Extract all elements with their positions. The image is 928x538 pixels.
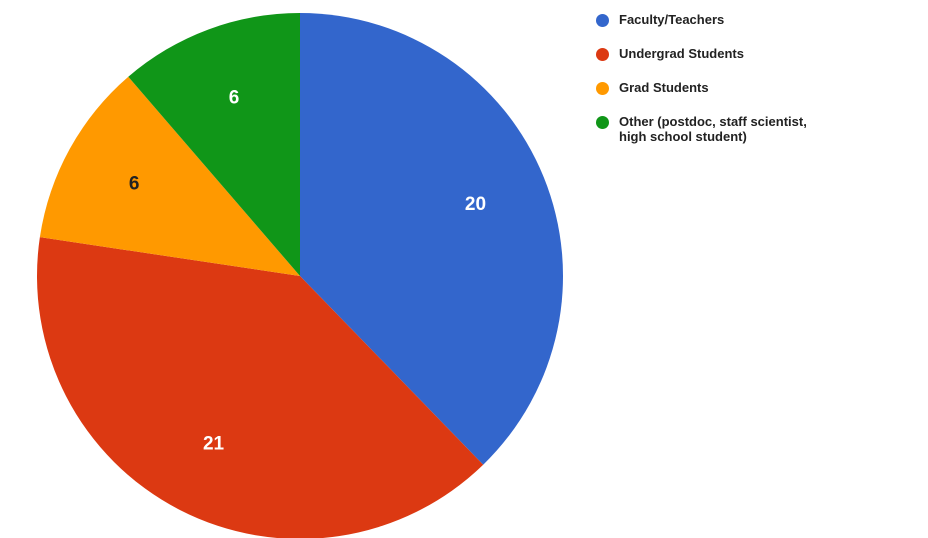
legend-swatch xyxy=(596,14,609,27)
chart-legend: Faculty/Teachers Undergrad Students Grad… xyxy=(596,12,916,163)
pie-slice-faculty-teachers xyxy=(300,13,563,465)
pie-slice-grad-students xyxy=(39,76,300,277)
legend-label: Other (postdoc, staff scientist, high sc… xyxy=(619,114,807,144)
legend-item-other: Other (postdoc, staff scientist, high sc… xyxy=(596,114,916,144)
slice-value-label-undergrad-students: 21 xyxy=(203,433,225,454)
legend-swatch xyxy=(596,48,609,61)
pie-slice-other xyxy=(128,13,300,276)
slice-value-label-faculty-teachers: 20 xyxy=(465,194,486,215)
legend-label: Undergrad Students xyxy=(619,46,744,61)
legend-item-faculty-teachers: Faculty/Teachers xyxy=(596,12,916,27)
legend-swatch xyxy=(596,116,609,129)
pie-slice-labels: 20 21 6 6 xyxy=(129,88,486,455)
legend-swatch xyxy=(596,82,609,95)
slice-value-label-other: 6 xyxy=(229,88,240,109)
slice-value-label-grad-students: 6 xyxy=(129,174,140,195)
legend-label: Faculty/Teachers xyxy=(619,12,725,27)
pie-slice-undergrad-students xyxy=(37,237,484,538)
legend-item-undergrad-students: Undergrad Students xyxy=(596,46,916,61)
pie-slices xyxy=(37,13,563,538)
legend-item-grad-students: Grad Students xyxy=(596,80,916,95)
legend-label: Grad Students xyxy=(619,80,709,95)
